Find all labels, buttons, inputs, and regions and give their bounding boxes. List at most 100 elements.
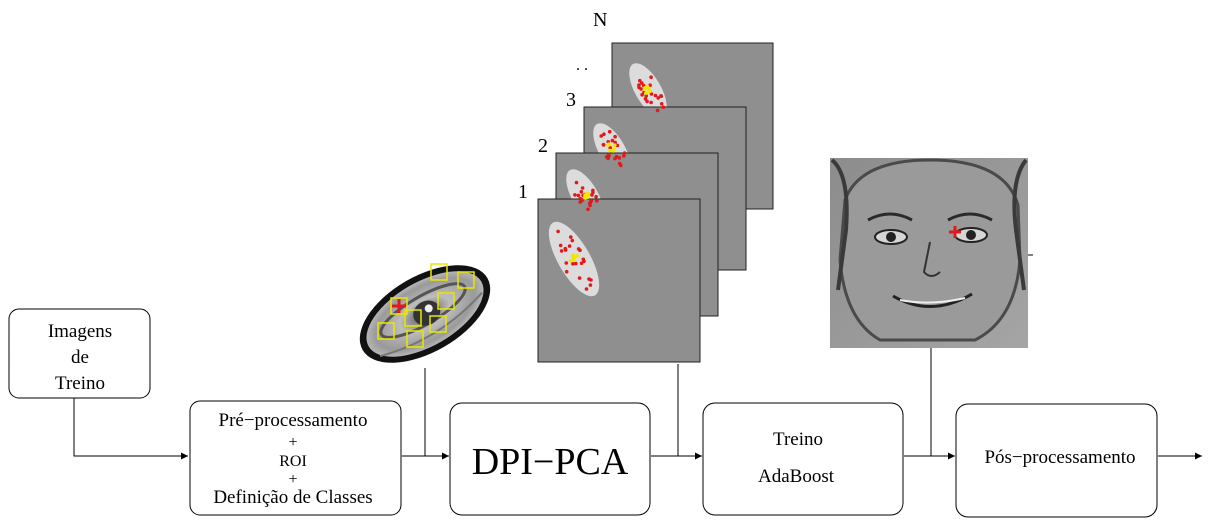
panel-dot-red <box>649 100 653 105</box>
panel-dot-red <box>574 180 579 185</box>
stack-label-3: 3 <box>566 89 576 111</box>
panel-dot-red <box>567 244 572 248</box>
panel-dot-red <box>571 262 575 266</box>
eye-roi-boxes <box>377 263 475 348</box>
box-training-line-2: AdaBoost <box>758 466 835 487</box>
panel-dot-yellow <box>571 253 575 258</box>
box-preprocessing-line-5: Definição de Classes <box>213 487 372 508</box>
panel-dot-red <box>591 190 595 195</box>
panel-dot-red <box>622 154 626 158</box>
eye-roi-marker <box>392 299 406 313</box>
box-preprocessing-line-1: Pré−processamento <box>219 410 368 431</box>
panel-dot-yellow <box>568 259 573 263</box>
stack-label-n: N <box>593 9 607 31</box>
panel-dot-red <box>581 257 586 262</box>
panel-dot-yellow <box>644 91 648 95</box>
panel-dot-red <box>644 94 648 98</box>
panel-dot-red <box>559 249 564 253</box>
panel-dot-red <box>588 283 593 287</box>
panel-dot-red <box>659 102 664 106</box>
panel-1 <box>537 198 701 363</box>
box-postprocessing-label: Pós−processamento <box>984 447 1135 468</box>
panel-dot-red <box>613 156 617 161</box>
panel-dot-yellow <box>610 148 615 153</box>
panel-dot-yellow <box>608 148 612 153</box>
panel-dot-red <box>556 229 560 234</box>
panel-dot-red <box>599 134 603 138</box>
panel-dot-yellow <box>586 191 590 196</box>
panel-dot-red <box>589 199 594 203</box>
stack-label-1: 1 <box>518 181 528 203</box>
panel-dot-red <box>594 194 598 199</box>
panel-dot-red <box>576 193 581 198</box>
panel-dot-yellow <box>645 84 650 89</box>
box-dpi-pca: DPI−PCA <box>449 402 651 516</box>
panel-dot-red <box>563 246 568 251</box>
panel-dot-red <box>595 198 599 203</box>
panel-dot-red <box>564 261 569 265</box>
panel-dot-yellow <box>606 142 611 146</box>
panel-dot-red <box>608 146 612 150</box>
box-training-images: Imagens de Treino <box>8 308 151 399</box>
box-preprocessing-line-3: ROI <box>279 453 307 470</box>
connectors <box>73 348 1202 460</box>
panel-stack <box>537 42 774 363</box>
panel-dot-red <box>601 142 606 147</box>
panel-dot-red <box>569 235 573 239</box>
panel-dot-red <box>655 108 660 113</box>
panel-dot-yellow <box>642 87 647 92</box>
panel-dot-red <box>639 87 643 91</box>
stack-label-ellipsis: . . <box>576 57 588 74</box>
panel-dot-red <box>613 140 617 145</box>
box-training: Treino AdaBoost <box>702 402 904 516</box>
panel-dot-red <box>580 198 584 203</box>
panel-dot-red <box>580 186 585 190</box>
face-image <box>830 158 1033 348</box>
panel-dot-red <box>577 276 582 280</box>
panel-dot-red <box>659 94 664 98</box>
box-dpi-pca-label: DPI−PCA <box>472 441 629 483</box>
panel-dot-red <box>579 190 584 194</box>
eye-roi-illustration <box>359 265 491 363</box>
panel-dot-yellow <box>612 143 617 147</box>
panel-dot-yellow <box>584 194 588 199</box>
panel-dot-red <box>638 78 642 83</box>
panel-dot-red <box>589 278 593 282</box>
panel-dot-red <box>602 132 606 136</box>
panel-dot-red <box>607 129 612 134</box>
panel-dot-red <box>661 105 666 109</box>
panel-dot-red <box>579 261 584 266</box>
panel-dot-red <box>649 92 654 96</box>
panel-dot-red <box>649 75 653 79</box>
panel-dot-yellow <box>647 89 652 93</box>
panel-dot-red <box>573 193 577 197</box>
panel-dot-red <box>645 99 649 104</box>
panel-dot-red <box>617 156 622 160</box>
panel-dot-red <box>613 134 617 139</box>
panel-dot-red <box>610 138 615 143</box>
panel-dot-red <box>558 243 563 248</box>
panel-dot-red <box>570 238 575 243</box>
panel-dot-red <box>653 93 658 98</box>
panel-dot-red <box>622 151 627 155</box>
box-preprocessing-line-2: + <box>288 434 297 451</box>
panel-dot-red <box>586 207 590 212</box>
box-training-images-line-2: de <box>71 347 89 368</box>
panel-dot-yellow <box>575 254 579 258</box>
panel-dot-red <box>584 287 589 291</box>
panel-dot-red <box>576 247 581 251</box>
connector-images-to-preproc <box>73 398 188 460</box>
box-postprocessing: Pós−processamento <box>955 403 1158 518</box>
box-training-images-line-1: Imagens <box>48 321 112 342</box>
panel-dot-red <box>564 269 569 274</box>
panel-dot-red <box>615 143 620 148</box>
face-eye-marker <box>949 226 961 238</box>
box-preprocessing-line-4: + <box>288 471 297 488</box>
stack-label-2: 2 <box>538 135 548 157</box>
panel-dot-red <box>656 96 660 100</box>
panel-dot-red <box>574 261 578 266</box>
panel-dot-red <box>619 163 623 168</box>
box-training-line-1: Treino <box>773 429 823 450</box>
box-training-images-line-3: Treino <box>55 373 105 394</box>
